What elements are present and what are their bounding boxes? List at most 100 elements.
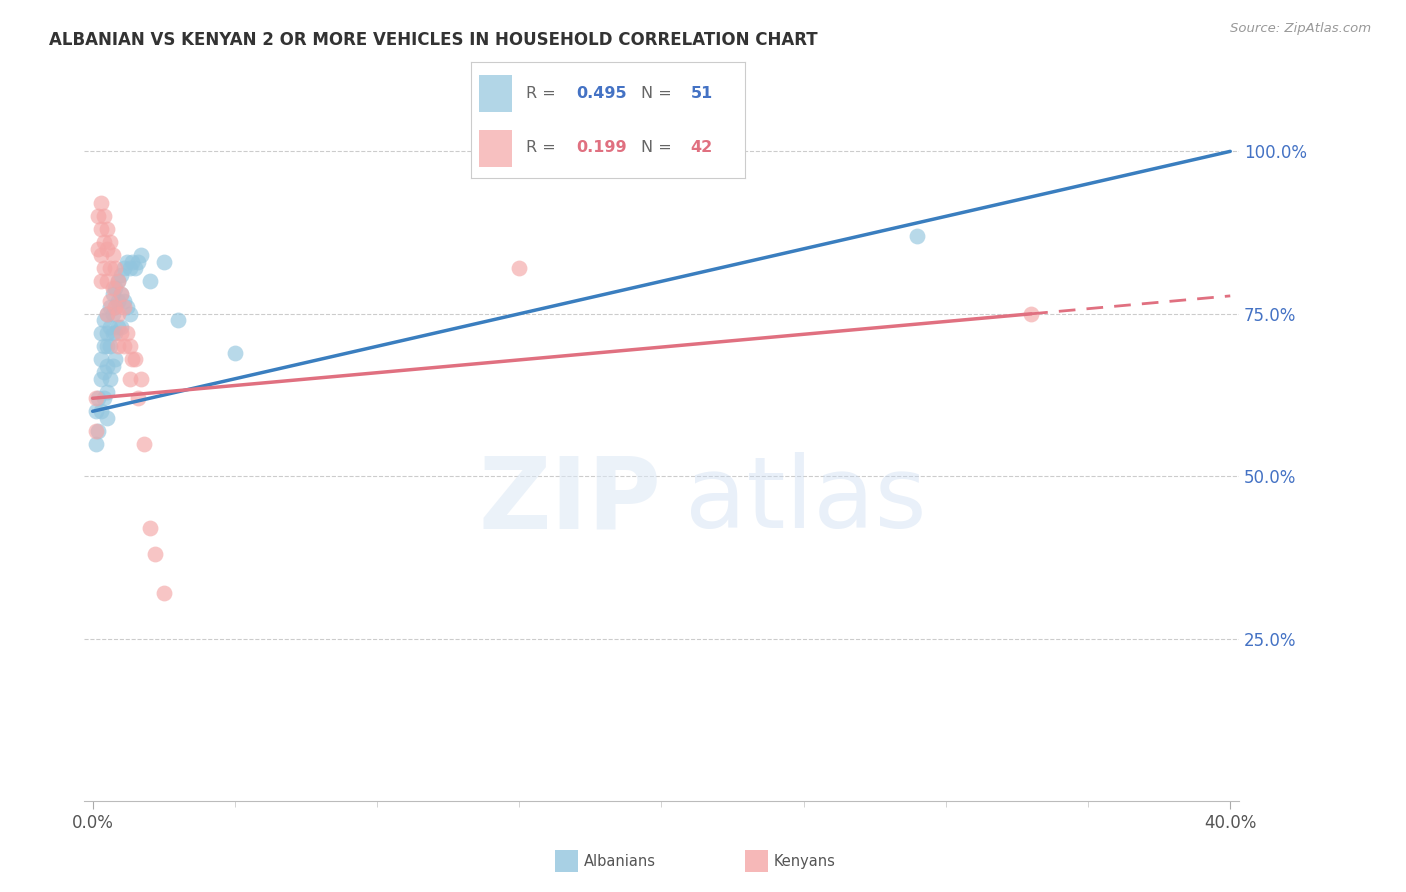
- Point: [104, 352, 127, 367]
- Point: [93, 235, 115, 250]
- Point: [87, 210, 110, 224]
- Point: [110, 326, 132, 341]
- Point: [127, 392, 149, 406]
- Point: [96, 359, 118, 373]
- Point: [152, 255, 174, 269]
- Point: [98, 293, 121, 308]
- Point: [138, 274, 160, 288]
- Text: atlas: atlas: [685, 452, 927, 549]
- Point: [98, 261, 121, 276]
- Point: [107, 319, 129, 334]
- Point: [90, 248, 112, 262]
- Point: [143, 547, 166, 561]
- Text: Kenyans: Kenyans: [773, 855, 835, 869]
- Point: [98, 339, 121, 353]
- Text: 0.495: 0.495: [576, 87, 627, 102]
- FancyBboxPatch shape: [479, 75, 512, 112]
- Point: [104, 281, 127, 295]
- Point: [104, 301, 127, 315]
- Point: [96, 274, 118, 288]
- Point: [110, 319, 132, 334]
- FancyBboxPatch shape: [479, 129, 512, 167]
- Point: [93, 339, 115, 353]
- Text: Albanians: Albanians: [583, 855, 655, 869]
- Point: [96, 307, 118, 321]
- Point: [1019, 307, 1042, 321]
- Point: [93, 365, 115, 379]
- Point: [90, 372, 112, 386]
- Text: 51: 51: [690, 87, 713, 102]
- Point: [96, 410, 118, 425]
- Point: [101, 359, 124, 373]
- Point: [129, 248, 152, 262]
- Text: 42: 42: [690, 139, 713, 154]
- Point: [84, 437, 107, 451]
- Point: [84, 424, 107, 438]
- Point: [107, 339, 129, 353]
- Point: [101, 307, 124, 321]
- Point: [118, 339, 141, 353]
- Point: [132, 437, 155, 451]
- Point: [127, 255, 149, 269]
- Point: [98, 372, 121, 386]
- Point: [110, 287, 132, 301]
- Point: [138, 521, 160, 535]
- Point: [115, 301, 138, 315]
- Point: [107, 293, 129, 308]
- Point: [118, 307, 141, 321]
- Point: [101, 281, 124, 295]
- Point: [101, 248, 124, 262]
- Point: [104, 301, 127, 315]
- Point: [98, 301, 121, 315]
- Text: N =: N =: [641, 139, 676, 154]
- Point: [84, 404, 107, 418]
- Point: [90, 326, 112, 341]
- Point: [112, 293, 135, 308]
- Point: [96, 307, 118, 321]
- Point: [93, 261, 115, 276]
- Point: [118, 372, 141, 386]
- Point: [96, 326, 118, 341]
- Point: [167, 313, 190, 327]
- Point: [104, 326, 127, 341]
- Point: [121, 255, 143, 269]
- Point: [101, 287, 124, 301]
- Point: [90, 404, 112, 418]
- Point: [104, 261, 127, 276]
- Point: [98, 235, 121, 250]
- Point: [87, 424, 110, 438]
- Point: [107, 274, 129, 288]
- Point: [101, 326, 124, 341]
- Point: [121, 352, 143, 367]
- Point: [224, 346, 246, 360]
- Y-axis label: 2 or more Vehicles in Household: 2 or more Vehicles in Household: [0, 320, 7, 567]
- Point: [96, 339, 118, 353]
- Point: [152, 586, 174, 600]
- Point: [110, 287, 132, 301]
- Point: [90, 352, 112, 367]
- Point: [93, 313, 115, 327]
- Point: [90, 196, 112, 211]
- Point: [115, 255, 138, 269]
- Point: [112, 301, 135, 315]
- Point: [87, 392, 110, 406]
- Point: [107, 307, 129, 321]
- Point: [124, 261, 146, 276]
- Point: [508, 261, 530, 276]
- Point: [112, 261, 135, 276]
- Point: [110, 268, 132, 282]
- Point: [96, 242, 118, 256]
- Text: Source: ZipAtlas.com: Source: ZipAtlas.com: [1230, 22, 1371, 36]
- Point: [129, 372, 152, 386]
- Text: N =: N =: [641, 87, 676, 102]
- Text: R =: R =: [526, 139, 561, 154]
- Point: [93, 210, 115, 224]
- Point: [124, 352, 146, 367]
- Point: [87, 242, 110, 256]
- Point: [84, 392, 107, 406]
- Text: ZIP: ZIP: [478, 452, 661, 549]
- Text: 0.199: 0.199: [576, 139, 627, 154]
- Point: [107, 274, 129, 288]
- Point: [118, 261, 141, 276]
- Point: [112, 339, 135, 353]
